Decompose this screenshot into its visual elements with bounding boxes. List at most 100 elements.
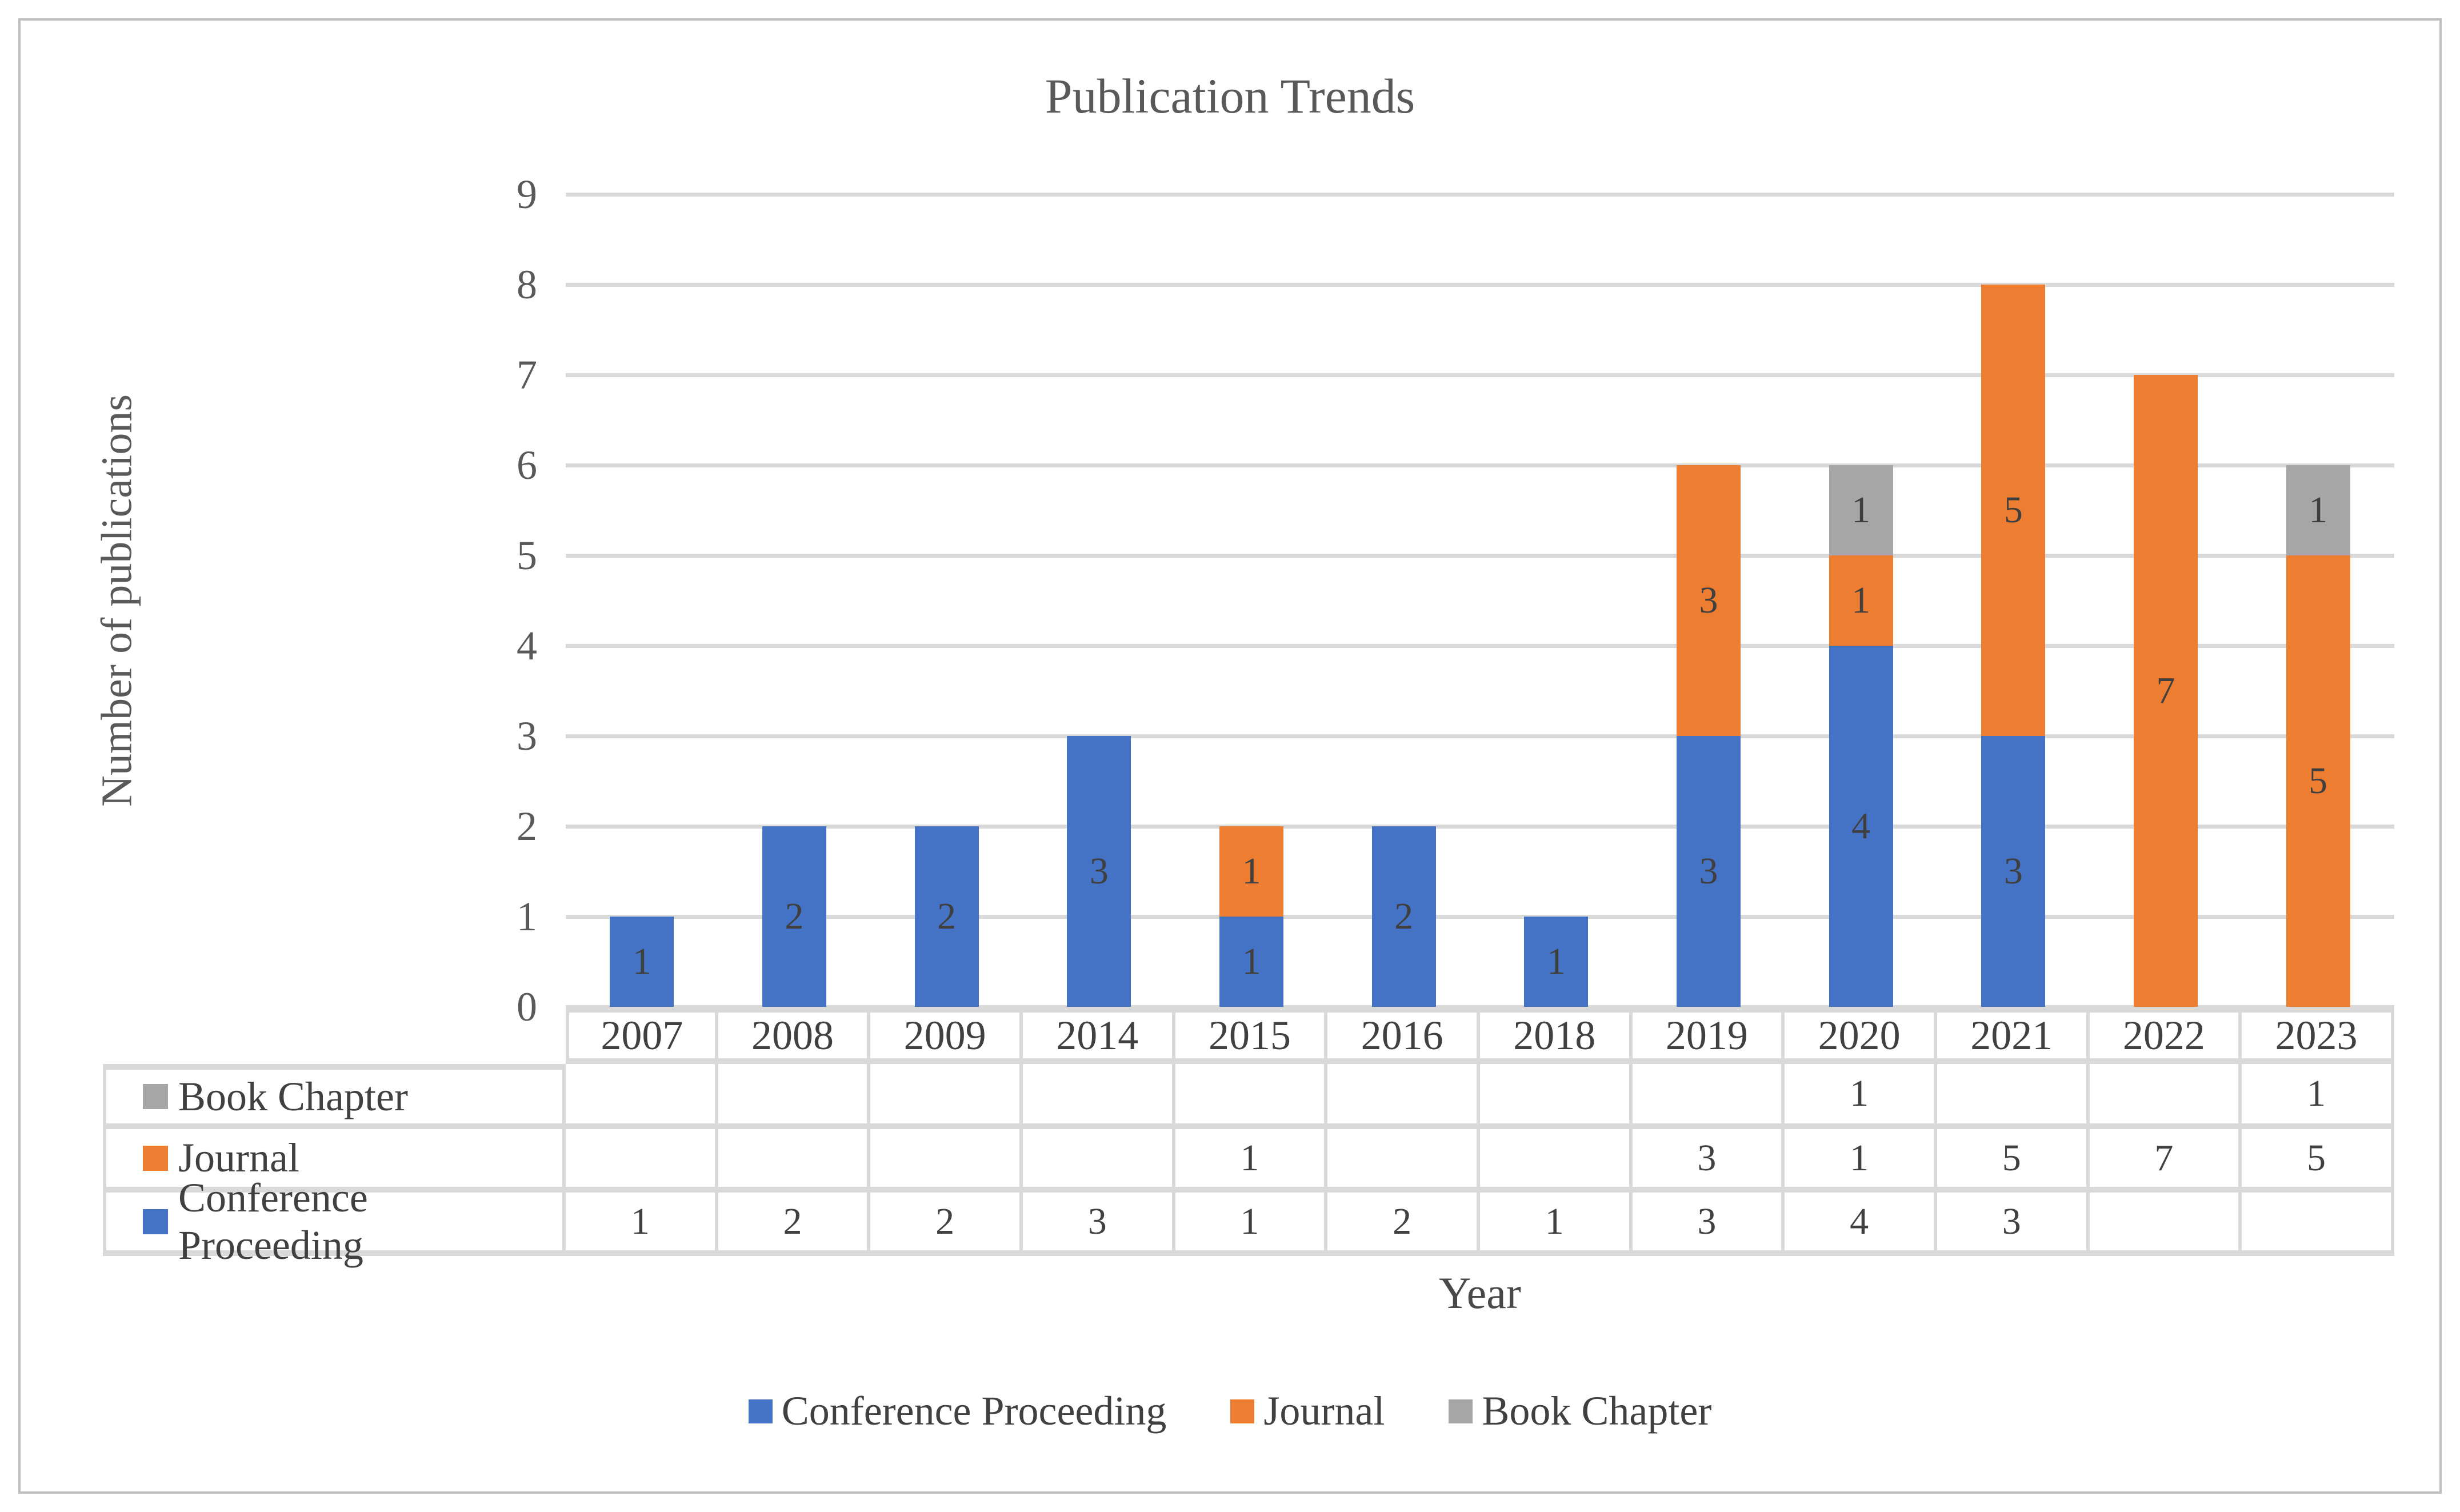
bar-value-label: 1	[1851, 579, 1871, 621]
table-year-header-2009: 2009	[870, 1007, 1023, 1064]
table-cell-book-chapter-2023: 1	[2242, 1064, 2394, 1129]
chart-title: Publication Trends	[1045, 69, 1415, 123]
table-cell-conference-proceeding-2014: 3	[1022, 1193, 1175, 1256]
table-row-label-journal: Journal	[103, 1129, 566, 1193]
table-cell-conference-proceeding-2020: 4	[1785, 1193, 1937, 1256]
gridline	[566, 554, 2394, 558]
legend-key-icon	[143, 1145, 168, 1171]
table-year-header-2016: 2016	[1327, 1007, 1480, 1064]
bar-segment-conference-proceeding-2020: 4	[1829, 646, 1893, 1007]
bar-value-label: 7	[2156, 670, 2175, 711]
table-year-header-2018: 2018	[1479, 1007, 1633, 1064]
y-tick-label: 8	[517, 262, 537, 307]
bar-value-label: 2	[1394, 895, 1414, 937]
legend-item-conference-proceeding: Conference Proceeding	[748, 1387, 1167, 1435]
table-cell-journal-2009	[870, 1129, 1023, 1193]
bar-segment-journal-2023: 5	[2286, 555, 2350, 1007]
table-cell-book-chapter-2009	[870, 1064, 1023, 1129]
table-year-header-2019-text: 2019	[1665, 1012, 1748, 1058]
table-cell-journal-2023-text: 5	[2307, 1137, 2326, 1179]
table-year-header-2020-text: 2020	[1818, 1012, 1901, 1058]
table-row-label-book-chapter: Book Chapter	[103, 1064, 566, 1129]
table-cell-journal-2019: 3	[1632, 1129, 1785, 1193]
table-cell-conference-proceeding-2021: 3	[1937, 1193, 2090, 1256]
table-cell-conference-proceeding-2015-text: 1	[1240, 1200, 1259, 1242]
table-year-header-2021: 2021	[1937, 1007, 2090, 1064]
bar-segment-journal-2015: 1	[1219, 826, 1283, 917]
table-cell-conference-proceeding-2016: 2	[1327, 1193, 1480, 1256]
table-year-header-2023: 2023	[2242, 1007, 2394, 1064]
bar-value-label: 3	[2003, 850, 2023, 892]
table-year-header-2023-text: 2023	[2275, 1012, 2358, 1058]
table-year-header-2021-text: 2021	[1970, 1012, 2053, 1058]
y-tick-label: 7	[517, 352, 537, 398]
legend-label: Conference Proceeding	[781, 1388, 1167, 1434]
table-year-header-2014: 2014	[1022, 1007, 1175, 1064]
legend-marker-icon	[748, 1399, 773, 1423]
table-year-header-2015-text: 2015	[1208, 1012, 1291, 1058]
bar-value-label: 1	[1242, 850, 1261, 892]
table-cell-journal-2021-text: 5	[2002, 1137, 2021, 1179]
bar-segment-conference-proceeding-2021: 3	[1981, 736, 2046, 1007]
table-year-header-2009-text: 2009	[903, 1012, 986, 1058]
bar-value-label: 5	[2309, 760, 2328, 802]
bar-value-label: 1	[1851, 489, 1871, 531]
bar-segment-journal-2022: 7	[2134, 375, 2198, 1007]
bar-segment-conference-proceeding-2019: 3	[1677, 736, 1741, 1007]
table-cell-conference-proceeding-2019: 3	[1632, 1193, 1785, 1256]
gridline	[566, 825, 2394, 829]
bar-segment-conference-proceeding-2014: 3	[1067, 736, 1131, 1007]
bar-segment-conference-proceeding-2015: 1	[1219, 917, 1283, 1007]
bar-value-label: 2	[937, 895, 957, 937]
bar-segment-journal-2020: 1	[1829, 555, 1893, 646]
table-cell-journal-2022: 7	[2089, 1129, 2242, 1193]
y-tick-label: 2	[517, 803, 537, 849]
gridline	[566, 644, 2394, 648]
table-year-header-2016-text: 2016	[1361, 1012, 1443, 1058]
table-cell-book-chapter-2016	[1327, 1064, 1480, 1129]
table-cell-journal-2020-text: 1	[1850, 1137, 1869, 1179]
table-cell-conference-proceeding-2008: 2	[718, 1193, 871, 1256]
table-cell-book-chapter-2021	[1937, 1064, 2090, 1129]
gridline	[566, 373, 2394, 377]
y-tick-label: 9	[517, 171, 537, 217]
table-year-header-2018-text: 2018	[1513, 1012, 1596, 1058]
gridline	[566, 283, 2394, 287]
table-cell-book-chapter-2022	[2089, 1064, 2242, 1129]
bar-segment-conference-proceeding-2008: 2	[762, 826, 826, 1007]
table-cell-book-chapter-2020: 1	[1785, 1064, 1937, 1129]
bar-segment-journal-2019: 3	[1677, 465, 1741, 736]
table-year-header-2015: 2015	[1175, 1007, 1328, 1064]
gridline	[566, 193, 2394, 197]
table-corner-cell	[103, 1007, 566, 1064]
table-year-header-2007: 2007	[566, 1007, 718, 1064]
table-cell-conference-proceeding-2019-text: 3	[1697, 1200, 1717, 1242]
table-cell-conference-proceeding-2014-text: 3	[1087, 1200, 1107, 1242]
legend: Conference Proceeding Journal Book Chapter	[0, 1387, 2460, 1435]
y-tick-label: 4	[517, 623, 537, 669]
table-year-header-2014-text: 2014	[1056, 1012, 1139, 1058]
table-cell-journal-2018	[1479, 1129, 1633, 1193]
y-tick-label: 1	[517, 894, 537, 939]
table-cell-conference-proceeding-2018: 1	[1479, 1193, 1633, 1256]
bar-segment-conference-proceeding-2007: 1	[610, 917, 674, 1007]
table-cell-journal-2008	[718, 1129, 871, 1193]
legend-label: Book Chapter	[1482, 1388, 1712, 1434]
gridline	[566, 734, 2394, 738]
table-cell-conference-proceeding-2008-text: 2	[783, 1200, 802, 1242]
table-cell-conference-proceeding-2015: 1	[1175, 1193, 1328, 1256]
table-cell-conference-proceeding-2020-text: 4	[1850, 1200, 1869, 1242]
table-cell-book-chapter-2015	[1175, 1064, 1328, 1129]
table-cell-journal-2023: 5	[2242, 1129, 2394, 1193]
legend-key-icon	[143, 1084, 168, 1109]
table-year-header-2022: 2022	[2089, 1007, 2242, 1064]
table-cell-book-chapter-2019	[1632, 1064, 1785, 1129]
table-row-label-conference-proceeding-text: Conference Proceeding	[178, 1174, 368, 1268]
legend-marker-icon	[1449, 1399, 1473, 1423]
table-cell-journal-2007	[566, 1129, 718, 1193]
bar-value-label: 1	[1546, 941, 1566, 982]
bar-segment-conference-proceeding-2009: 2	[914, 826, 979, 1007]
table-year-header-2020: 2020	[1785, 1007, 1937, 1064]
table-cell-journal-2021: 5	[1937, 1129, 2090, 1193]
table-cell-conference-proceeding-2023	[2242, 1193, 2394, 1256]
